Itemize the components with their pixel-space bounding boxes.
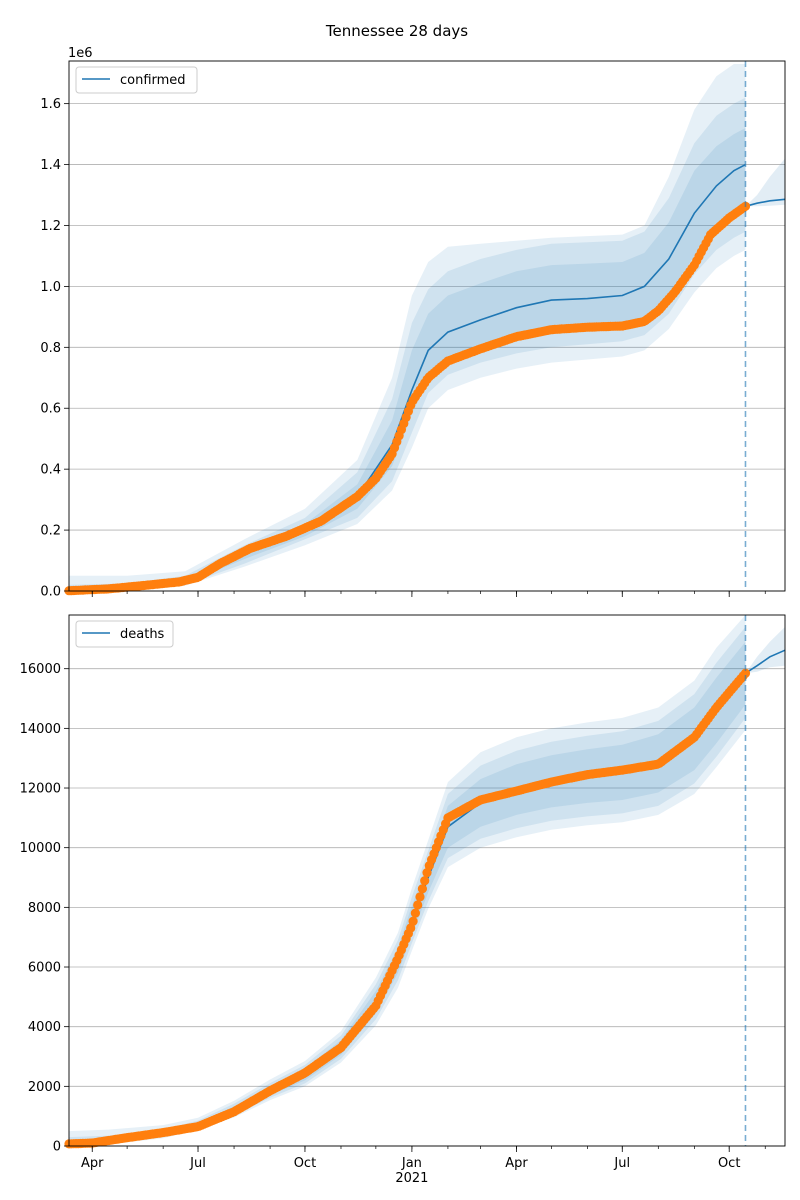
- observed-points: [64, 201, 751, 596]
- y-tick-label: 4000: [28, 1020, 61, 1035]
- legend-confirmed: confirmed: [75, 66, 198, 94]
- axes-frame: [68, 614, 786, 1147]
- band-inner: [69, 641, 746, 1146]
- y-tick-label: 14000: [20, 722, 61, 737]
- y-tick-label: 12000: [20, 782, 61, 797]
- y-tick-label: 0.8: [40, 341, 61, 356]
- observed-point: [408, 916, 418, 926]
- forecast-band: [745, 626, 785, 674]
- x-year-label: 2021: [395, 1171, 428, 1186]
- x-tick-label: Jul: [613, 1156, 630, 1171]
- y-tick-label: 8000: [28, 901, 61, 916]
- observed-point: [410, 908, 420, 918]
- y-tick-label: 0.6: [40, 402, 61, 417]
- x-tick-label: Apr: [505, 1156, 528, 1171]
- legend-deaths: deaths: [75, 620, 174, 648]
- grid-lines: [69, 668, 785, 1147]
- x-tick-label: Jul: [189, 1156, 206, 1171]
- y-tick-label: 1.0: [40, 280, 61, 295]
- y-tick-label: 16000: [20, 662, 61, 677]
- observed-point: [415, 892, 425, 902]
- forecast-series-line: [745, 649, 786, 674]
- y-tick-label: 0.4: [40, 463, 61, 478]
- forecast-band: [745, 158, 785, 207]
- observed-point: [417, 884, 427, 894]
- plot-frame: [68, 614, 786, 1147]
- confidence-bands: [69, 615, 785, 1146]
- y-tick-label: 1.4: [40, 158, 61, 173]
- observed-points: [64, 668, 751, 1149]
- y-tick-label: 0: [53, 1140, 61, 1155]
- x-tick-label: Jan: [401, 1156, 422, 1171]
- confidence-bands: [69, 64, 785, 591]
- y-axis: 0.0 0.2 0.4 0.6 0.8 1.0 1.2 1.4 1.6: [40, 97, 69, 600]
- x-tick-label: Apr: [81, 1156, 104, 1171]
- grid-lines: [69, 103, 785, 592]
- forecast-series-line: [745, 198, 786, 208]
- x-tick-label: Oct: [718, 1156, 740, 1171]
- y-axis: 0 2000 4000 6000 8000 10000 12000 14000 16000: [20, 662, 69, 1155]
- axes-frame: [68, 60, 786, 592]
- y-tick-label: 10000: [20, 841, 61, 856]
- y-tick-label: 1.2: [40, 219, 61, 234]
- band-outer: [69, 64, 746, 591]
- band-mid: [69, 626, 746, 1146]
- y-tick-label: 6000: [28, 961, 61, 976]
- y-tick-label: 0.2: [40, 524, 61, 539]
- y-tick-label: 2000: [28, 1080, 61, 1095]
- x-axis: [91, 591, 766, 597]
- band-mid: [69, 97, 746, 591]
- y-tick-label: 1.6: [40, 97, 61, 112]
- y-multiplier-label: 1e6: [68, 46, 93, 61]
- legend-label-deaths: deaths: [120, 627, 165, 642]
- observed-point: [413, 900, 423, 910]
- observed-point: [740, 668, 751, 678]
- observed-point: [420, 876, 430, 886]
- observed-point: [422, 868, 432, 878]
- chart-title: Tennessee 28 days: [325, 22, 468, 40]
- plot-frame: [68, 60, 786, 592]
- band-outer: [69, 615, 746, 1146]
- legend-label-confirmed: confirmed: [120, 73, 186, 88]
- x-tick-label: Oct: [294, 1156, 316, 1171]
- x-axis: Apr Jul Oct Jan Apr Jul Oct: [81, 1146, 766, 1171]
- panel-confirmed: 0.0 0.2 0.4 0.6 0.8 1.0 1.2 1.4 1.6 1e6 confirme…: [40, 46, 786, 600]
- panel-deaths: 0 2000 4000 6000 8000 10000 12000 14000 16000 Ap…: [20, 614, 786, 1171]
- y-tick-label: 0.0: [40, 585, 61, 600]
